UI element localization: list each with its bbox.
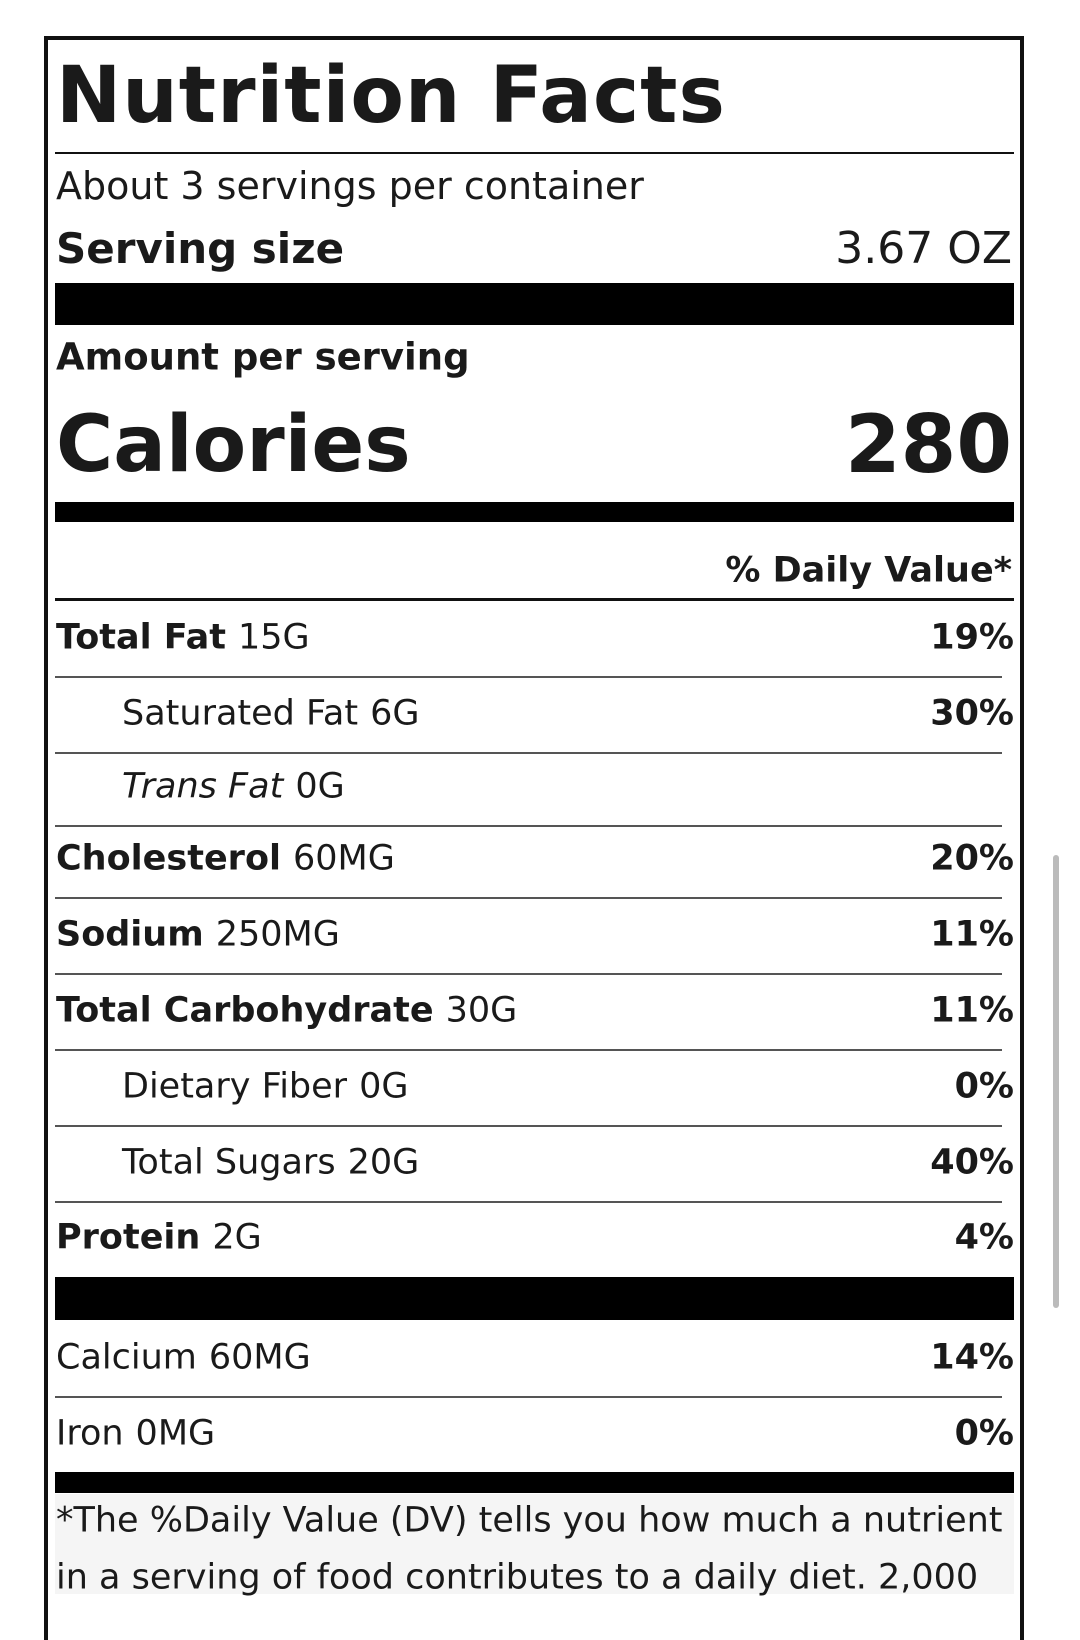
nutrient-name: Dietary Fiber (122, 1066, 348, 1107)
row-divider (55, 676, 1002, 678)
nutrient-amount: 0G (295, 766, 345, 807)
nutrient-row: Total Fat 15G (56, 617, 310, 658)
nutrient-name: Trans Fat (122, 766, 284, 807)
serving-size-label: Serving size (56, 224, 345, 273)
nutrient-amount: 30G (445, 990, 518, 1031)
nutrient-amount: 15G (238, 617, 310, 658)
daily-value: 30% (930, 693, 1014, 734)
daily-value: 14% (930, 1337, 1014, 1378)
nutrient-amount: 20G (347, 1142, 420, 1183)
amount-heading: Amount per serving (56, 335, 470, 379)
row-divider (55, 1049, 1002, 1051)
page: Nutrition Facts About 3 servings per con… (44, 36, 1059, 1640)
mineral-amount: 60MG (208, 1337, 311, 1378)
nutrient-name: Total Sugars (122, 1142, 336, 1183)
thick-bar (55, 283, 1014, 325)
nutrient-row: Protein 2G (56, 1217, 262, 1258)
row-divider (55, 1201, 1002, 1203)
daily-value: 11% (930, 914, 1014, 955)
nutrient-name: Cholesterol (56, 838, 281, 879)
daily-value: 11% (930, 990, 1014, 1031)
nutrient-name: Sodium (56, 914, 204, 955)
nutrient-amount: 60MG (293, 838, 395, 879)
daily-value: 4% (954, 1217, 1014, 1258)
thick-bar (55, 1472, 1014, 1493)
mineral-row: Iron 0MG (56, 1413, 216, 1454)
daily-value: 20% (930, 838, 1014, 879)
nutrient-row: Total Sugars 20G (122, 1142, 420, 1183)
calories-label: Calories (56, 400, 411, 490)
nutrient-amount: 250MG (215, 914, 340, 955)
row-divider (55, 1396, 1002, 1398)
calories-value: 280 (845, 398, 1012, 491)
mineral-name: Iron (56, 1413, 124, 1454)
row-divider (55, 752, 1002, 754)
dv-heading: % Daily Value* (725, 550, 1012, 591)
nutrient-name: Protein (56, 1217, 201, 1258)
daily-value: 40% (930, 1142, 1014, 1183)
mineral-row: Calcium 60MG (56, 1337, 311, 1378)
nutrient-amount: 6G (370, 693, 420, 734)
nutrient-row: Sodium 250MG (56, 914, 340, 955)
scrollbar[interactable] (1053, 855, 1059, 1308)
mineral-amount: 0MG (135, 1413, 216, 1454)
thick-bar (55, 1277, 1014, 1320)
row-divider (55, 825, 1002, 827)
daily-value: 0% (954, 1066, 1014, 1107)
row-divider (55, 973, 1002, 975)
row-divider (55, 897, 1002, 899)
nutrient-row: Dietary Fiber 0G (122, 1066, 409, 1107)
nutrient-row: Saturated Fat 6G (122, 693, 420, 734)
divider (55, 598, 1014, 601)
nutrient-amount: 0G (359, 1066, 409, 1107)
thick-bar (55, 502, 1014, 522)
nutrient-name: Total Carbohydrate (56, 990, 434, 1031)
servings: About 3 servings per container (56, 164, 644, 208)
footnote: *The %Daily Value (DV) tells you how muc… (56, 1500, 1003, 1541)
nutrient-name: Saturated Fat (122, 693, 359, 734)
daily-value: 0% (954, 1413, 1014, 1454)
daily-value: 19% (930, 617, 1014, 658)
footnote-bg (55, 1494, 1014, 1594)
mineral-name: Calcium (56, 1337, 197, 1378)
title: Nutrition Facts (56, 51, 726, 141)
nutrient-row: Total Carbohydrate 30G (56, 990, 518, 1031)
divider (55, 152, 1014, 154)
nutrient-name: Total Fat (56, 617, 227, 658)
row-divider (55, 1125, 1002, 1127)
nutrient-row: Cholesterol 60MG (56, 838, 395, 879)
nutrient-amount: 2G (212, 1217, 262, 1258)
footnote: in a serving of food contributes to a da… (56, 1557, 979, 1598)
serving-size: 3.67 OZ (835, 223, 1012, 274)
label-frame (44, 36, 1024, 1640)
nutrient-row: Trans Fat 0G (122, 766, 345, 807)
